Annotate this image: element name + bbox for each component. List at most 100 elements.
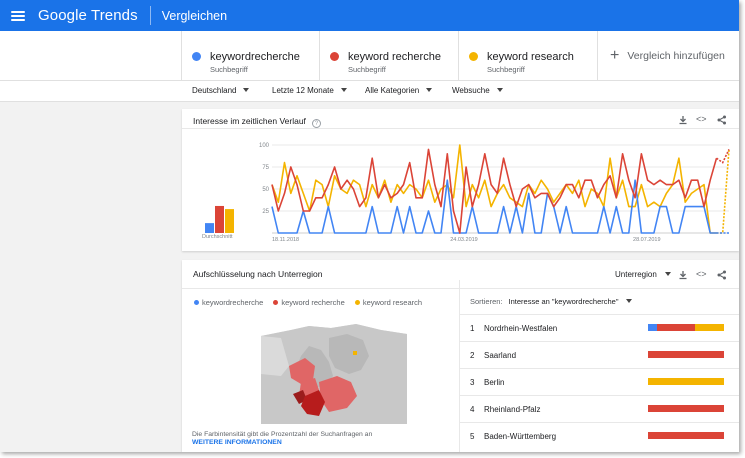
card-divider [182,128,739,129]
term-color-dot [192,52,201,61]
sort-value: Interesse an "keywordrecherche" [508,297,619,306]
term-color-dot [330,52,339,61]
share-segment [648,351,724,358]
legend-item: keyword recherche [281,298,345,307]
term-card-keyword-recherche[interactable]: keyword recherche Suchbegriff [319,31,458,81]
series-partial-line [716,149,730,164]
plus-icon: + [610,47,620,64]
average-bar [205,223,214,233]
menu-icon[interactable] [11,10,25,21]
region-filter-label: Deutschland [192,86,237,95]
y-tick-label: 75 [262,165,269,171]
app-window: Google Trends Vergleichen keywordrecherc… [0,0,739,452]
region-level-label: Unterregion [615,270,657,279]
term-name: keywordrecherche [210,51,300,63]
panel-divider [459,280,460,452]
region-row[interactable]: 4 Rheinland-Pfalz [460,395,739,422]
region-row[interactable]: 3 Berlin [460,368,739,395]
search-type-filter[interactable]: Websuche [452,86,503,95]
region-level-select[interactable]: Unterregion [615,270,671,279]
category-filter[interactable]: Alle Kategorien [365,86,433,95]
legend-item: keywordrecherche [202,298,264,307]
term-color-dot [469,52,478,61]
time-filter[interactable]: Letzte 12 Monate [272,86,347,95]
download-icon[interactable] [678,115,688,125]
share-segment [648,405,724,412]
brand-google: Google [38,7,87,24]
region-share-bar [648,324,724,331]
more-info-link[interactable]: WEITERE INFORMATIONEN [192,439,282,446]
legend-dot [354,300,360,305]
card-divider [182,288,739,289]
region-name: Saarland [484,351,517,360]
share-segment [657,324,696,331]
legend-dot [273,300,279,305]
share-segment [695,324,724,331]
share-icon[interactable] [717,270,727,280]
region-row[interactable]: 5 Baden-Württemberg [460,422,739,449]
x-tick-label: 18.11.2018 [272,237,299,243]
share-segment [648,324,658,331]
google-trends-logo[interactable]: Google Trends [38,7,138,24]
region-name: Baden-Württemberg [484,432,557,441]
x-tick-label: 28.07.2019 [633,237,661,243]
interest-over-time-title: Interesse im zeitlichen Verlauf? [193,116,321,128]
share-icon[interactable] [717,115,727,125]
term-name: keyword research [487,51,574,63]
region-rank: 1 [470,324,475,333]
term-type: Suchbegriff [487,65,525,74]
series-line [271,179,717,234]
region-rank: 2 [470,351,475,360]
embed-icon[interactable]: <> [696,114,707,124]
germany-region-map[interactable] [261,316,407,424]
top-app-bar: Google Trends Vergleichen [0,0,739,31]
region-row[interactable]: 1 Nordrhein-Westfalen [460,314,739,341]
region-rank: 5 [470,432,475,441]
embed-icon[interactable]: <> [696,269,707,279]
filter-bar: Deutschland Letzte 12 Monate Alle Katego… [0,81,739,102]
time-filter-label: Letzte 12 Monate [272,86,334,95]
term-name: keyword recherche [348,51,441,63]
dropdown-arrow-icon [243,88,250,92]
dropdown-arrow-icon [664,272,671,276]
term-type: Suchbegriff [210,65,248,74]
average-bar [225,209,234,233]
download-icon[interactable] [678,270,688,280]
series-line [271,148,718,234]
region-row[interactable]: 2 Saarland [460,341,739,368]
page-title: Vergleichen [161,8,228,23]
interest-over-time-card: Interesse im zeitlichen Verlauf? <> Durc… [182,109,739,251]
y-tick-label: 50 [262,187,269,193]
search-terms-bar: keywordrecherche Suchbegriff keyword rec… [0,31,739,81]
region-name: Nordrhein-Westfalen [484,324,558,333]
add-comparison-label: Vergleich hinzufügen [627,50,725,62]
region-name: Berlin [484,378,505,387]
legend-dot [194,300,199,305]
region-share-bar [648,405,724,412]
sort-control[interactable]: Sortieren: Interesse an "keywordrecherche… [470,297,632,306]
dropdown-arrow-icon [340,88,347,92]
legend-item: keyword research [362,298,423,307]
category-filter-label: Alle Kategorien [365,86,420,95]
header-divider [149,6,151,25]
term-type: Suchbegriff [348,65,386,74]
region-breakdown-card: Aufschlüsselung nach Unterregion <> keyw… [182,260,739,452]
add-comparison-button[interactable]: + Vergleich hinzufügen [597,31,739,81]
region-rank: 4 [470,405,475,414]
dropdown-arrow-icon [426,88,433,92]
region-share-bar [648,378,724,385]
region-filter[interactable]: Deutschland [192,86,250,95]
term-card-keyword-research[interactable]: keyword research Suchbegriff [458,31,597,81]
help-icon[interactable]: ? [311,119,321,128]
share-segment [648,432,724,439]
dropdown-arrow-icon [625,299,632,303]
map-note: Die Farbintensität gibt die Prozentzahl … [192,431,373,438]
region-breakdown-title: Aufschlüsselung nach Unterregion [193,269,323,279]
interest-title-text: Interesse im zeitlichen Verlauf [193,116,306,126]
term-card-keywordrecherche[interactable]: keywordrecherche Suchbegriff [181,31,319,81]
x-tick-label: 24.03.2019 [450,237,478,243]
average-label: Durchschnitt [202,234,233,240]
dropdown-arrow-icon [496,88,503,92]
series-line [271,144,717,234]
share-segment [648,378,724,385]
